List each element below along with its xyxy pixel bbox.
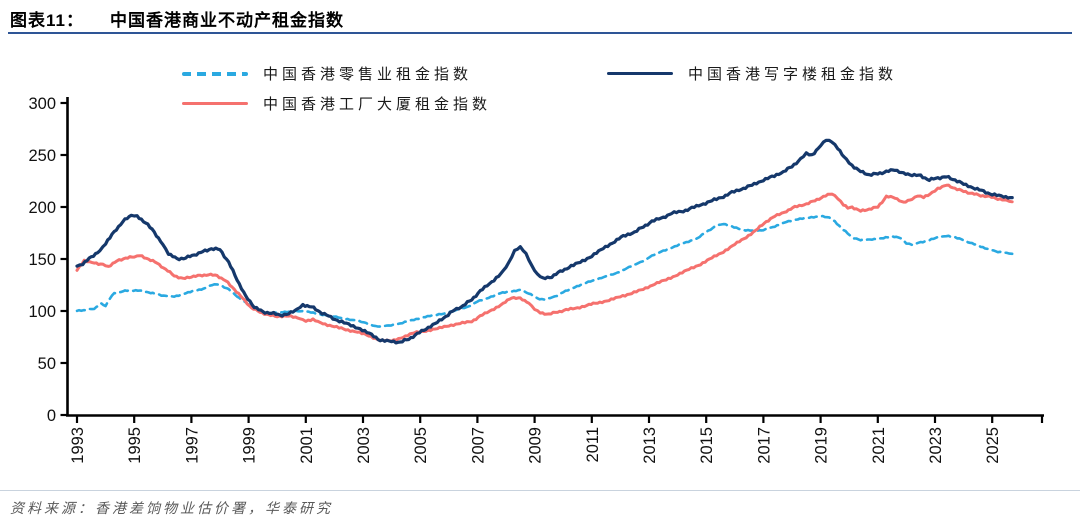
x-tick-label: 2005 bbox=[412, 427, 430, 464]
series-line-2 bbox=[75, 183, 1014, 343]
y-tick-label: 150 bbox=[28, 251, 56, 269]
x-tick-label: 2003 bbox=[355, 427, 373, 464]
x-tick-label: 2017 bbox=[755, 427, 773, 464]
factory-line-swatch bbox=[182, 101, 248, 106]
x-tick-label: 2007 bbox=[469, 427, 487, 464]
page-title: 中国香港商业不动产租金指数 bbox=[109, 11, 344, 30]
x-tick-label: 1999 bbox=[241, 427, 259, 464]
x-tick-label: 2011 bbox=[584, 427, 602, 462]
legend-label-office: 中国香港写字楼租金指数 bbox=[688, 65, 898, 83]
retail-line-swatch bbox=[182, 71, 248, 76]
y-tick-label: 100 bbox=[28, 303, 56, 321]
axes: 0 50 100 150 200 250 300 1993 1995 1997 1999 2001 20… bbox=[28, 95, 1044, 464]
legend-item-office: 中国香港写字楼租金指数 bbox=[607, 63, 897, 84]
figure-header: 图表11： 中国香港商业不动产租金指数 bbox=[10, 6, 344, 31]
source-note: 资料来源：香港差饷物业估价署，华泰研究 bbox=[10, 501, 333, 517]
y-tick-label: 300 bbox=[28, 95, 56, 113]
x-tick-label: 2021 bbox=[870, 427, 888, 464]
series-line-1 bbox=[75, 138, 1014, 345]
x-tick-label: 2019 bbox=[813, 427, 831, 464]
x-tick-label: 2001 bbox=[298, 427, 316, 464]
x-tick-label: 1995 bbox=[126, 427, 144, 464]
title-underline bbox=[8, 32, 1072, 34]
legend-label-factory: 中国香港工厂大厦租金指数 bbox=[263, 95, 492, 113]
office-line-swatch bbox=[607, 71, 673, 76]
legend-label-retail: 中国香港零售业租金指数 bbox=[263, 65, 473, 83]
x-tick-label: 2023 bbox=[927, 427, 945, 464]
y-tick-label: 0 bbox=[47, 407, 56, 425]
x-tick-label: 1997 bbox=[183, 427, 201, 464]
source-divider bbox=[0, 490, 1080, 491]
x-tick-label: 2015 bbox=[698, 427, 716, 464]
legend-item-retail: 中国香港零售业租金指数 bbox=[182, 63, 472, 84]
series-line-0 bbox=[75, 214, 1014, 328]
y-tick-label: 200 bbox=[28, 199, 56, 217]
y-tick-label: 50 bbox=[38, 355, 56, 373]
x-tick-label: 2009 bbox=[527, 427, 545, 464]
x-tick-label: 1993 bbox=[69, 427, 87, 464]
y-tick-label: 250 bbox=[28, 147, 56, 165]
legend-item-factory: 中国香港工厂大厦租金指数 bbox=[182, 93, 491, 114]
x-tick-label: 2025 bbox=[984, 427, 1002, 464]
figure-label: 图表11： bbox=[10, 11, 84, 30]
x-tick-label: 2013 bbox=[641, 427, 659, 464]
